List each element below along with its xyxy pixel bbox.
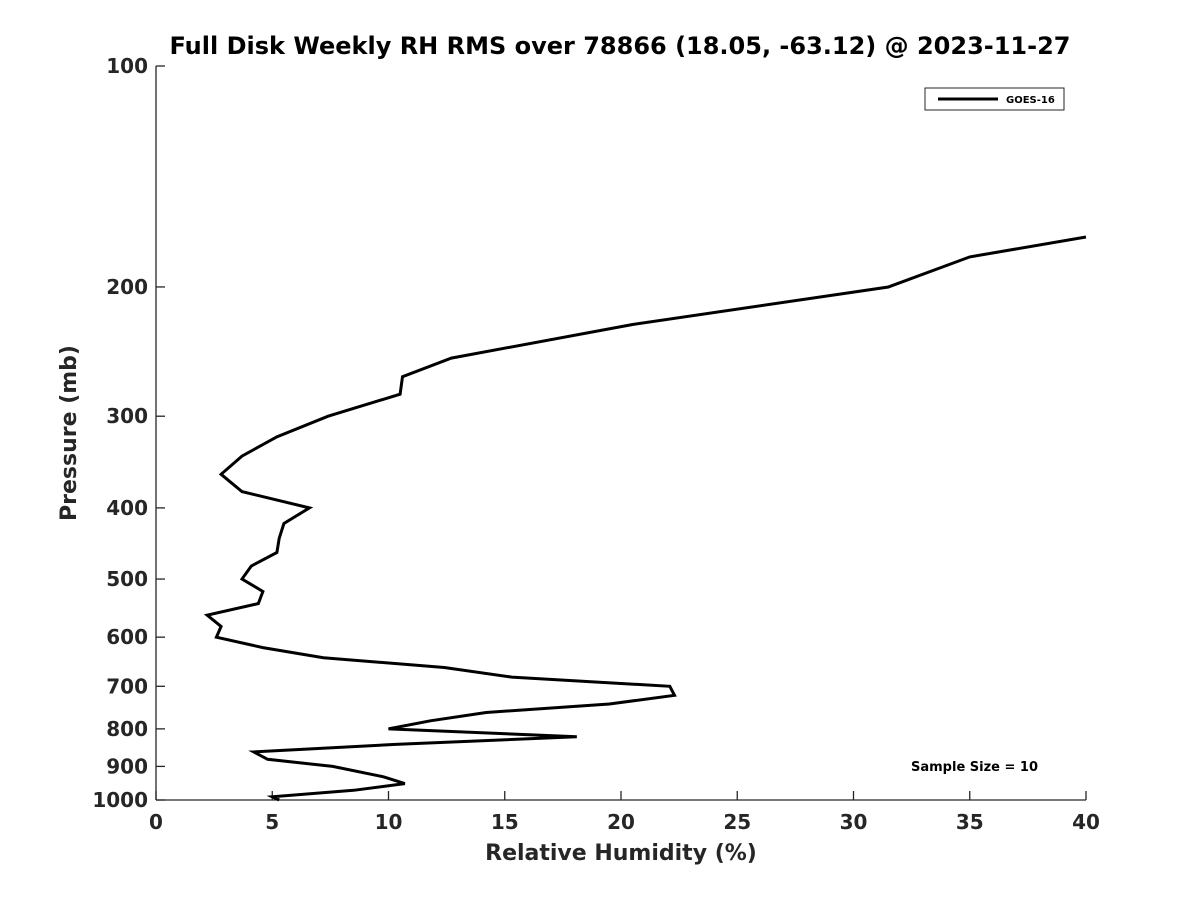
sample-size-annotation: Sample Size = 10 [911, 760, 1038, 775]
series-line-goes-16 [203, 235, 1087, 802]
y-tick-label: 100 [106, 54, 148, 78]
x-tick-label: 0 [149, 810, 163, 834]
y-tick-label: 1000 [92, 788, 148, 812]
x-tick-label: 10 [375, 810, 403, 834]
y-tick-label: 700 [106, 674, 148, 698]
x-tick-label: 15 [491, 810, 519, 834]
x-tick-label: 20 [607, 810, 635, 834]
x-tick-label: 40 [1072, 810, 1100, 834]
y-tick-label: 800 [106, 717, 148, 741]
y-tick-label: 500 [106, 567, 148, 591]
y-tick-label: 600 [106, 625, 148, 649]
plot-frame [155, 66, 1086, 801]
x-tick-label: 5 [265, 810, 279, 834]
x-tick-label: 35 [956, 810, 984, 834]
legend-label: GOES-16 [1006, 95, 1055, 106]
x-tick-label: 30 [840, 810, 868, 834]
y-axis-label: Pressure (mb) [57, 345, 82, 521]
legend: GOES-16 [924, 87, 1065, 111]
x-ticks: 0 5 10 15 20 25 30 35 40 [149, 791, 1100, 834]
x-tick-label: 25 [723, 810, 751, 834]
y-tick-label: 300 [106, 404, 148, 428]
y-ticks: 100 200 300 400 500 600 700 800 900 1000 [92, 54, 165, 812]
y-tick-label: 900 [106, 754, 148, 778]
y-tick-label: 200 [106, 275, 148, 299]
x-axis-label: Relative Humidity (%) [485, 841, 757, 866]
y-tick-label: 400 [106, 496, 148, 520]
chart-title: Full Disk Weekly RH RMS over 78866 (18.0… [169, 32, 1070, 60]
